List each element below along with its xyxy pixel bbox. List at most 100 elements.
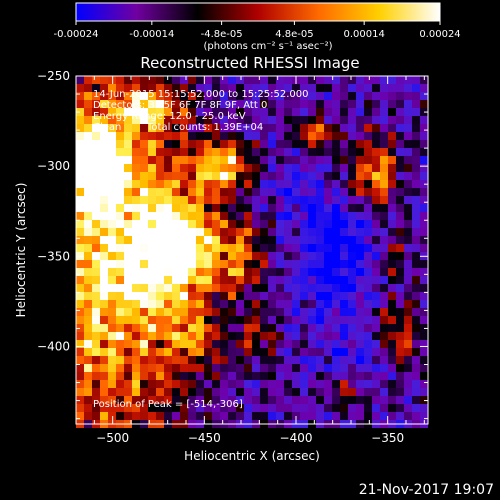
heatmap-cell	[164, 196, 172, 204]
heatmap-cell	[172, 196, 180, 204]
heatmap-cell	[108, 396, 116, 404]
heatmap-cell	[316, 244, 324, 252]
heatmap-cell	[380, 212, 388, 220]
heatmap-cell	[300, 260, 308, 268]
heatmap-cell	[396, 212, 404, 220]
heatmap-cell	[332, 140, 340, 148]
heatmap-cell	[300, 100, 308, 108]
heatmap-cell	[84, 180, 92, 188]
heatmap-cell	[404, 316, 412, 324]
heatmap-cell	[196, 252, 204, 260]
heatmap-cell	[228, 412, 236, 420]
heatmap-cell	[140, 156, 148, 164]
heatmap-cell	[292, 180, 300, 188]
heatmap-cell	[292, 388, 300, 396]
heatmap-cell	[204, 76, 212, 84]
heatmap-cell	[188, 404, 196, 412]
heatmap-cell	[148, 196, 156, 204]
heatmap-cell	[404, 164, 412, 172]
heatmap-cell	[308, 308, 316, 316]
heatmap-cell	[404, 132, 412, 140]
heatmap-cell	[228, 332, 236, 340]
heatmap-cell	[380, 332, 388, 340]
heatmap-cell	[332, 108, 340, 116]
heatmap-cell	[148, 372, 156, 380]
heatmap-cell	[172, 372, 180, 380]
heatmap-cell	[268, 116, 276, 124]
heatmap-cell	[156, 92, 164, 100]
heatmap-cell	[124, 388, 132, 396]
heatmap-cell	[252, 156, 260, 164]
heatmap-cell	[100, 364, 108, 372]
heatmap-cell	[236, 244, 244, 252]
heatmap-cell	[76, 212, 84, 220]
heatmap-cell	[412, 268, 420, 276]
heatmap-cell	[228, 292, 236, 300]
heatmap-cell	[300, 124, 308, 132]
heatmap-cell	[172, 236, 180, 244]
heatmap-cell	[316, 188, 324, 196]
heatmap-cell	[372, 308, 380, 316]
heatmap-cell	[100, 148, 108, 156]
heatmap-cell	[228, 348, 236, 356]
heatmap-cell	[260, 180, 268, 188]
heatmap-cell	[324, 92, 332, 100]
heatmap-cell	[340, 180, 348, 188]
heatmap-cell	[396, 396, 404, 404]
heatmap-cell	[132, 412, 140, 420]
heatmap-cell	[204, 172, 212, 180]
heatmap-cell	[316, 108, 324, 116]
heatmap-cell	[220, 84, 228, 92]
heatmap-cell	[164, 236, 172, 244]
heatmap-cell	[212, 156, 220, 164]
heatmap-cell	[388, 252, 396, 260]
heatmap-cell	[84, 388, 92, 396]
heatmap-cell	[340, 84, 348, 92]
heatmap-cell	[412, 148, 420, 156]
heatmap-cell	[268, 172, 276, 180]
heatmap-cell	[404, 348, 412, 356]
heatmap-cell	[348, 412, 356, 420]
heatmap-cell	[348, 212, 356, 220]
heatmap-cell	[404, 228, 412, 236]
heatmap-cell	[140, 332, 148, 340]
heatmap-cell	[364, 212, 372, 220]
heatmap-cell	[332, 388, 340, 396]
heatmap-cell	[108, 92, 116, 100]
heatmap-cell	[300, 204, 308, 212]
heatmap-cell	[268, 380, 276, 388]
heatmap-cell	[100, 196, 108, 204]
heatmap-cell	[276, 268, 284, 276]
heatmap-cell	[116, 412, 124, 420]
heatmap-cell	[260, 300, 268, 308]
heatmap-cell	[380, 268, 388, 276]
heatmap-cell	[316, 276, 324, 284]
heatmap-cell	[396, 180, 404, 188]
heatmap-cell	[76, 148, 84, 156]
heatmap-cell	[188, 220, 196, 228]
heatmap-cell	[412, 116, 420, 124]
heatmap-cell	[388, 132, 396, 140]
heatmap-cell	[92, 244, 100, 252]
heatmap-cell	[260, 172, 268, 180]
heatmap-cell	[108, 348, 116, 356]
heatmap-cell	[332, 76, 340, 84]
heatmap-cell	[132, 84, 140, 92]
heatmap-cell	[172, 388, 180, 396]
heatmap-cell	[268, 356, 276, 364]
heatmap-cell	[220, 204, 228, 212]
heatmap-cell	[316, 76, 324, 84]
heatmap-cell	[268, 268, 276, 276]
heatmap-cell	[188, 380, 196, 388]
heatmap-cell	[132, 76, 140, 84]
heatmap-cell	[228, 92, 236, 100]
heatmap-cell	[292, 252, 300, 260]
heatmap-cell	[284, 276, 292, 284]
heatmap-cell	[396, 140, 404, 148]
heatmap-cell	[92, 364, 100, 372]
heatmap-cell	[364, 252, 372, 260]
heatmap-cell	[332, 236, 340, 244]
heatmap-cell	[172, 180, 180, 188]
heatmap-cell	[292, 260, 300, 268]
heatmap-cell	[356, 196, 364, 204]
